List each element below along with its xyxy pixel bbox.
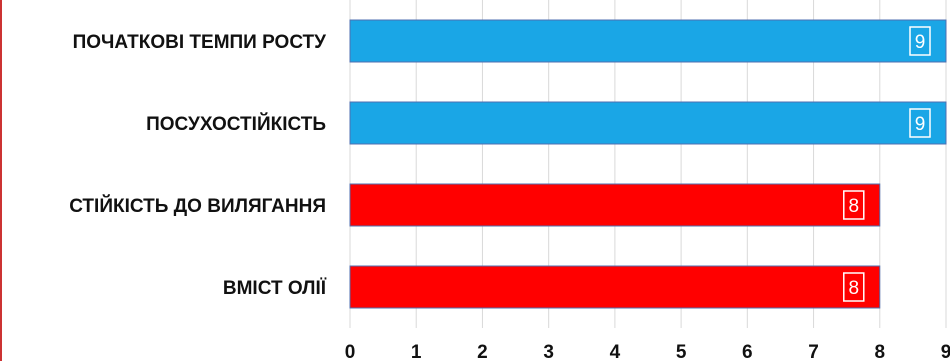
bar [349, 183, 881, 227]
data-label-box [843, 190, 865, 220]
category-label: СТІЙКІСТЬ ДО ВИЛЯГАННЯ [69, 195, 326, 217]
bar [349, 101, 947, 145]
category-label: ПОСУХОСТІЙКІСТЬ [146, 113, 326, 135]
bars: 9 9 8 8 [349, 19, 947, 309]
x-axis-ticks: 0 1 2 3 4 5 6 7 8 9 [345, 342, 950, 361]
category-labels: ПОЧАТКОВІ ТЕМПИ РОСТУ ПОСУХОСТІЙКІСТЬ СТІЙ… [69, 32, 327, 299]
category-label: ПОЧАТКОВІ ТЕМПИ РОСТУ [73, 32, 327, 53]
data-label: 9 [915, 114, 926, 135]
category-label: ВМІСТ ОЛІЇ [223, 278, 327, 299]
x-tick-label: 7 [808, 342, 819, 361]
x-tick-label: 3 [543, 342, 554, 361]
x-tick-label: 0 [345, 342, 356, 361]
data-label: 8 [848, 278, 859, 299]
x-tick-label: 8 [874, 342, 885, 361]
x-tick-label: 6 [742, 342, 753, 361]
x-tick-label: 4 [610, 342, 621, 361]
x-tick-label: 9 [941, 342, 950, 361]
data-label: 8 [848, 196, 859, 217]
x-tick-label: 2 [477, 342, 488, 361]
bar [349, 265, 881, 309]
bar [349, 19, 947, 63]
data-label: 9 [915, 32, 926, 53]
data-label-box [909, 26, 931, 56]
x-tick-label: 1 [411, 342, 422, 361]
x-tick-label: 5 [676, 342, 687, 361]
data-label-box [843, 272, 865, 302]
data-label-box [909, 108, 931, 138]
